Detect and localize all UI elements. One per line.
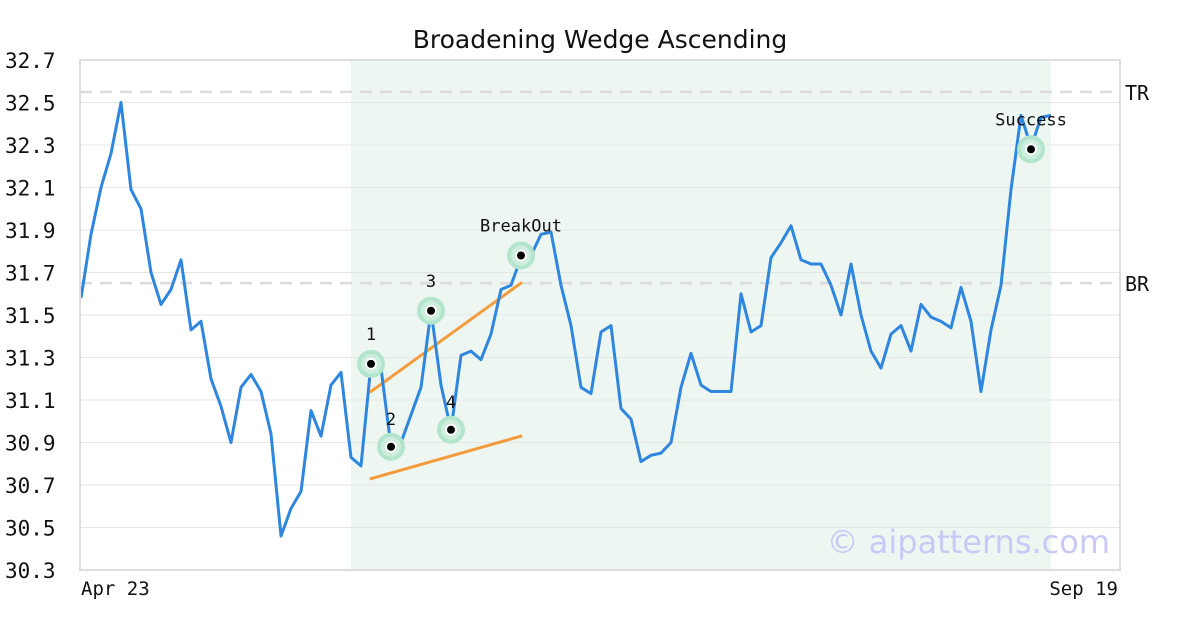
- point-label-1: 1: [366, 325, 376, 345]
- y-tick-label: 31.7: [5, 262, 56, 286]
- y-axis: 30.3 30.5 30.7 30.9 31.1 31.3 31.5 31.7 31.9 32.1…: [5, 49, 56, 583]
- point-label-2: 2: [386, 410, 396, 430]
- y-tick-label: 31.9: [5, 219, 56, 243]
- y-tick-label: 32.3: [5, 134, 56, 158]
- price-line: [79, 101, 1052, 538]
- trend-line-upper: [369, 281, 523, 393]
- y-tick-label: 30.5: [5, 517, 56, 541]
- y-tick-label: 32.5: [5, 92, 56, 116]
- point-marker-breakout: [517, 251, 525, 260]
- reference-lines: TR BR: [80, 81, 1150, 296]
- y-tick-label: 31.5: [5, 304, 56, 328]
- y-tick-label: 30.7: [5, 474, 56, 498]
- y-tick-label: 31.3: [5, 347, 56, 371]
- point-marker-3: [427, 306, 435, 315]
- x-axis: Apr 23 Sep 19: [81, 578, 1118, 600]
- reference-label-br: BR: [1125, 272, 1150, 296]
- chart-title: Broadening Wedge Ascending: [413, 25, 788, 54]
- point-label-3: 3: [426, 272, 436, 292]
- x-tick-label-start: Apr 23: [81, 578, 150, 600]
- reference-label-tr: TR: [1125, 81, 1150, 105]
- pattern-points: 1 2 3 4 BreakOut Success: [357, 110, 1067, 461]
- y-tick-label: 30.3: [5, 559, 56, 583]
- point-label-4: 4: [446, 393, 456, 413]
- x-tick-label-end: Sep 19: [1049, 578, 1118, 600]
- trend-line-lower: [369, 434, 523, 481]
- point-label-breakout: BreakOut: [480, 217, 562, 237]
- trend-lines: [369, 281, 523, 481]
- point-marker-success: [1027, 145, 1035, 154]
- point-label-success: Success: [995, 110, 1067, 130]
- y-tick-label: 32.1: [5, 177, 56, 201]
- watermark: © aipatterns.com: [827, 523, 1110, 561]
- plot-frame: [79, 59, 1121, 571]
- y-tick-label: 30.9: [5, 432, 56, 456]
- y-tick-label: 31.1: [5, 389, 56, 413]
- point-marker-2: [387, 442, 395, 451]
- grid: [80, 59, 1120, 571]
- point-marker-4: [447, 425, 455, 434]
- point-marker-1: [367, 359, 375, 368]
- y-tick-label: 32.7: [5, 49, 56, 73]
